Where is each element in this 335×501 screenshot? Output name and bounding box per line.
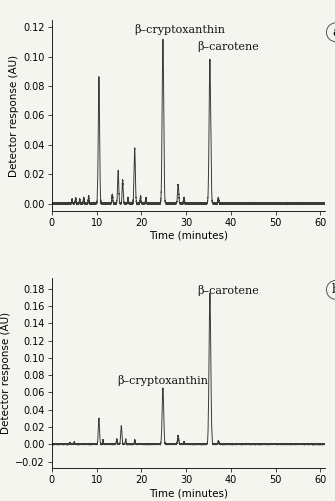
Y-axis label: Detector response (AU): Detector response (AU)	[1, 312, 11, 434]
Text: β–carotene: β–carotene	[197, 41, 259, 52]
Text: β–cryptoxanthin: β–cryptoxanthin	[117, 375, 208, 386]
Text: b: b	[332, 284, 335, 297]
X-axis label: Time (minutes): Time (minutes)	[149, 230, 228, 240]
X-axis label: Time (minutes): Time (minutes)	[149, 488, 228, 498]
Text: a: a	[332, 26, 335, 39]
Text: β–cryptoxanthin: β–cryptoxanthin	[135, 24, 226, 35]
Text: β–carotene: β–carotene	[197, 285, 259, 296]
Y-axis label: Detector response (AU): Detector response (AU)	[9, 55, 19, 176]
